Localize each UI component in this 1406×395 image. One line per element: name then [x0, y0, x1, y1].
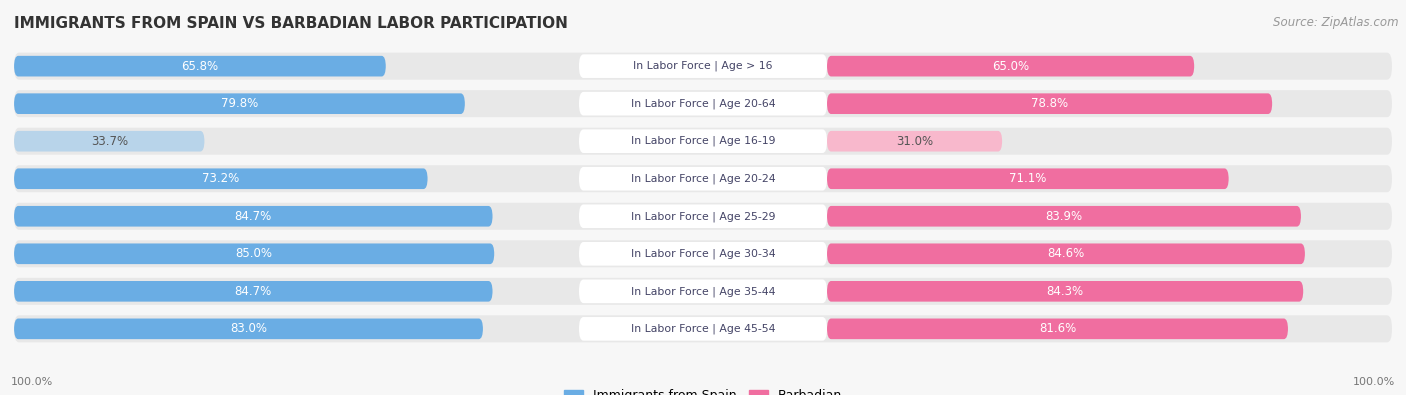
FancyBboxPatch shape: [14, 93, 465, 114]
FancyBboxPatch shape: [14, 128, 1392, 155]
FancyBboxPatch shape: [14, 131, 204, 152]
Text: 81.6%: 81.6%: [1039, 322, 1076, 335]
Text: 78.8%: 78.8%: [1031, 97, 1069, 110]
FancyBboxPatch shape: [14, 315, 1392, 342]
FancyBboxPatch shape: [579, 167, 827, 190]
FancyBboxPatch shape: [827, 93, 1272, 114]
FancyBboxPatch shape: [14, 56, 385, 77]
FancyBboxPatch shape: [827, 318, 1288, 339]
Text: 83.9%: 83.9%: [1046, 210, 1083, 223]
Text: In Labor Force | Age > 16: In Labor Force | Age > 16: [633, 61, 773, 71]
Text: 65.8%: 65.8%: [181, 60, 218, 73]
Text: 84.7%: 84.7%: [235, 210, 271, 223]
Text: In Labor Force | Age 25-29: In Labor Force | Age 25-29: [631, 211, 775, 222]
FancyBboxPatch shape: [579, 55, 827, 78]
Text: 100.0%: 100.0%: [1353, 377, 1395, 387]
FancyBboxPatch shape: [14, 165, 1392, 192]
FancyBboxPatch shape: [14, 53, 1392, 80]
FancyBboxPatch shape: [579, 317, 827, 340]
FancyBboxPatch shape: [14, 243, 495, 264]
FancyBboxPatch shape: [579, 205, 827, 228]
FancyBboxPatch shape: [579, 92, 827, 115]
FancyBboxPatch shape: [14, 240, 1392, 267]
FancyBboxPatch shape: [827, 281, 1303, 302]
FancyBboxPatch shape: [827, 168, 1229, 189]
FancyBboxPatch shape: [579, 280, 827, 303]
FancyBboxPatch shape: [827, 243, 1305, 264]
Text: IMMIGRANTS FROM SPAIN VS BARBADIAN LABOR PARTICIPATION: IMMIGRANTS FROM SPAIN VS BARBADIAN LABOR…: [14, 16, 568, 31]
Text: Source: ZipAtlas.com: Source: ZipAtlas.com: [1274, 16, 1399, 29]
FancyBboxPatch shape: [827, 206, 1301, 227]
Text: In Labor Force | Age 30-34: In Labor Force | Age 30-34: [631, 248, 775, 259]
FancyBboxPatch shape: [14, 206, 492, 227]
FancyBboxPatch shape: [579, 130, 827, 153]
Text: 73.2%: 73.2%: [202, 172, 239, 185]
FancyBboxPatch shape: [827, 56, 1194, 77]
Text: 84.6%: 84.6%: [1047, 247, 1084, 260]
FancyBboxPatch shape: [579, 242, 827, 265]
Text: 84.3%: 84.3%: [1046, 285, 1084, 298]
Text: In Labor Force | Age 20-24: In Labor Force | Age 20-24: [631, 173, 775, 184]
FancyBboxPatch shape: [14, 90, 1392, 117]
Text: 65.0%: 65.0%: [993, 60, 1029, 73]
Text: 85.0%: 85.0%: [236, 247, 273, 260]
FancyBboxPatch shape: [14, 281, 492, 302]
Text: In Labor Force | Age 16-19: In Labor Force | Age 16-19: [631, 136, 775, 147]
Text: 79.8%: 79.8%: [221, 97, 259, 110]
Text: 84.7%: 84.7%: [235, 285, 271, 298]
Text: 100.0%: 100.0%: [11, 377, 53, 387]
FancyBboxPatch shape: [14, 278, 1392, 305]
FancyBboxPatch shape: [827, 131, 1002, 152]
Text: 33.7%: 33.7%: [91, 135, 128, 148]
FancyBboxPatch shape: [14, 318, 482, 339]
Text: 31.0%: 31.0%: [896, 135, 934, 148]
Text: In Labor Force | Age 20-64: In Labor Force | Age 20-64: [631, 98, 775, 109]
FancyBboxPatch shape: [14, 203, 1392, 230]
Text: 71.1%: 71.1%: [1010, 172, 1046, 185]
Text: In Labor Force | Age 45-54: In Labor Force | Age 45-54: [631, 324, 775, 334]
FancyBboxPatch shape: [14, 168, 427, 189]
Legend: Immigrants from Spain, Barbadian: Immigrants from Spain, Barbadian: [560, 384, 846, 395]
Text: In Labor Force | Age 35-44: In Labor Force | Age 35-44: [631, 286, 775, 297]
Text: 83.0%: 83.0%: [231, 322, 267, 335]
